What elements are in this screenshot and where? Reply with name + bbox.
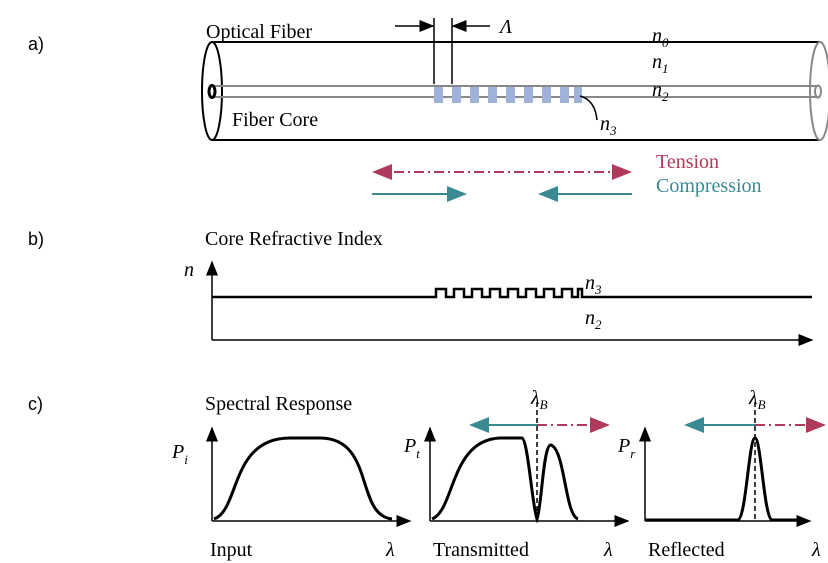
x-axis-label: λ — [811, 539, 821, 561]
panel-b: b) Core Refractive Index n n3 n2 — [28, 228, 812, 340]
text: 3 — [594, 282, 602, 297]
curve — [645, 438, 800, 520]
x-label: Input — [210, 539, 253, 561]
text: 1 — [662, 61, 669, 76]
text: 3 — [609, 123, 617, 138]
text: r — [630, 446, 636, 461]
index-label: n3 — [585, 272, 602, 297]
panel-label: a) — [28, 34, 44, 54]
input-plot: Pi Input λ — [171, 428, 410, 561]
panel-title: Spectral Response — [205, 393, 352, 415]
tension-label: Tension — [656, 151, 719, 173]
text: t — [416, 446, 420, 461]
y-label: Pi — [171, 441, 188, 467]
grating — [434, 87, 582, 103]
text: n — [652, 79, 662, 101]
index-profile — [212, 289, 812, 297]
marker-label: λB — [748, 387, 766, 412]
reflected-plot: λB Pr Reflected λ — [617, 387, 824, 561]
text: n — [585, 307, 595, 329]
compression-label: Compression — [656, 175, 762, 197]
text: n — [585, 272, 595, 294]
text: P — [171, 441, 184, 463]
x-axis-label: λ — [603, 539, 613, 561]
panel-label: c) — [28, 394, 43, 414]
text: B — [540, 397, 548, 412]
marker-label: λB — [530, 387, 548, 412]
fiber-label: Optical Fiber — [206, 21, 312, 43]
text: n — [652, 51, 662, 73]
x-label: Transmitted — [433, 539, 529, 561]
text: λ — [748, 387, 758, 409]
text: n — [652, 25, 662, 47]
index-label: n1 — [652, 51, 669, 76]
text: 2 — [662, 89, 669, 104]
x-axis-label: λ — [385, 539, 395, 561]
panel-label: b) — [28, 229, 44, 249]
text: B — [758, 397, 766, 412]
index-label: n3 — [600, 113, 617, 138]
text: i — [184, 452, 188, 467]
period-marker — [395, 18, 490, 84]
core-label: Fiber Core — [232, 109, 318, 131]
index-label: n2 — [585, 307, 602, 332]
period-label: Λ — [498, 16, 512, 38]
leader-line — [580, 96, 597, 120]
index-label: n0 — [652, 25, 669, 50]
text: P — [403, 435, 416, 457]
text: λ — [530, 387, 540, 409]
panel-a: a) Optical Fiber Λ n0 n1 n2 n3 Fiber Cor… — [28, 16, 828, 197]
y-label: Pr — [617, 435, 636, 461]
axis-label: n — [184, 259, 194, 281]
text: P — [617, 435, 630, 457]
index-label: n2 — [652, 79, 669, 104]
y-label: Pt — [403, 435, 420, 461]
text: 0 — [662, 35, 669, 50]
panel-c: c) Spectral Response Pi Input λ λB Pt Tr… — [28, 387, 824, 561]
transmitted-plot: λB Pt Transmitted λ — [403, 387, 628, 561]
diagram: a) Optical Fiber Λ n0 n1 n2 n3 Fiber Cor… — [0, 0, 828, 563]
curve — [214, 438, 392, 519]
curve — [432, 438, 578, 519]
text: 2 — [595, 317, 602, 332]
panel-title: Core Refractive Index — [205, 228, 383, 250]
text: n — [600, 113, 610, 135]
x-label: Reflected — [648, 539, 725, 561]
